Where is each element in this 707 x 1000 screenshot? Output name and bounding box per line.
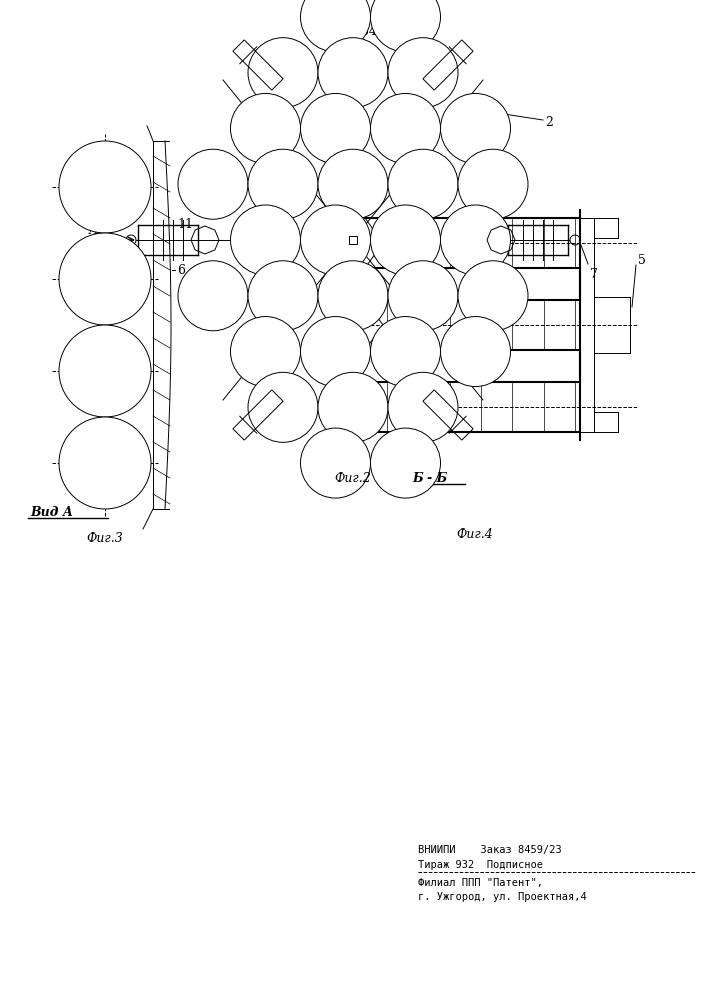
Text: 7: 7 [590, 268, 598, 281]
Circle shape [440, 93, 510, 163]
Text: Фиг.2: Фиг.2 [334, 472, 371, 485]
Circle shape [300, 0, 370, 52]
Text: 2: 2 [545, 115, 553, 128]
Circle shape [458, 149, 528, 219]
Text: Фиг.4: Фиг.4 [457, 528, 493, 542]
Circle shape [318, 38, 388, 108]
Circle shape [248, 38, 318, 108]
Circle shape [370, 93, 440, 163]
Text: Фиг.3: Фиг.3 [87, 532, 124, 544]
Circle shape [388, 372, 458, 442]
Circle shape [318, 372, 388, 442]
Text: 6: 6 [177, 263, 185, 276]
Circle shape [388, 149, 458, 219]
Circle shape [370, 317, 440, 387]
Circle shape [230, 317, 300, 387]
Circle shape [178, 149, 248, 219]
Circle shape [248, 261, 318, 331]
Text: 783184: 783184 [329, 25, 377, 38]
Circle shape [318, 149, 388, 219]
Circle shape [59, 325, 151, 417]
Circle shape [370, 205, 440, 275]
Text: А: А [88, 224, 98, 237]
Bar [349, 236, 357, 244]
Text: Вид А: Вид А [30, 506, 73, 520]
Circle shape [318, 261, 388, 331]
Text: 11: 11 [177, 219, 193, 232]
Circle shape [230, 93, 300, 163]
Circle shape [300, 93, 370, 163]
Text: Филиал ППП "Патент",: Филиал ППП "Патент", [418, 878, 543, 888]
Text: г. Ужгород, ул. Проектная,4: г. Ужгород, ул. Проектная,4 [418, 892, 587, 902]
Text: Тираж 932  Подписное: Тираж 932 Подписное [418, 860, 543, 870]
Circle shape [59, 141, 151, 233]
Circle shape [440, 205, 510, 275]
Circle shape [388, 38, 458, 108]
Text: Б - Б: Б - Б [412, 472, 448, 485]
Circle shape [300, 317, 370, 387]
Circle shape [126, 235, 136, 245]
Circle shape [59, 233, 151, 325]
Circle shape [570, 235, 580, 245]
Circle shape [458, 261, 528, 331]
Circle shape [59, 417, 151, 509]
Circle shape [370, 428, 440, 498]
Text: 5: 5 [638, 253, 646, 266]
Circle shape [440, 317, 510, 387]
Circle shape [300, 428, 370, 498]
Circle shape [370, 0, 440, 52]
Circle shape [388, 261, 458, 331]
Circle shape [300, 205, 370, 275]
Circle shape [230, 205, 300, 275]
Text: ВНИИПИ    Заказ 8459/23: ВНИИПИ Заказ 8459/23 [418, 845, 562, 855]
Circle shape [248, 372, 318, 442]
Circle shape [248, 149, 318, 219]
Circle shape [178, 261, 248, 331]
